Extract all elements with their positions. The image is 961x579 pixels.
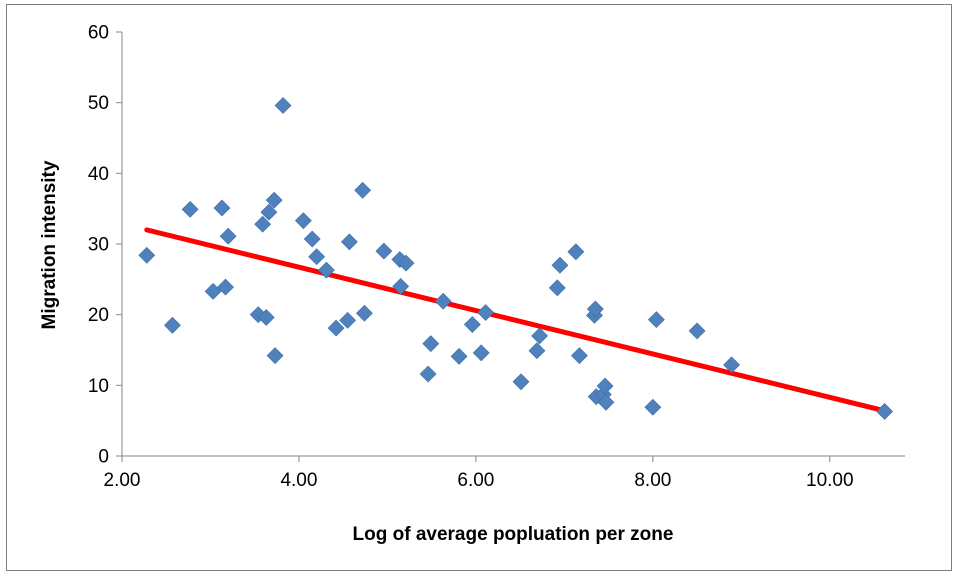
x-tick-label: 4.00: [280, 470, 317, 491]
data-point: [528, 342, 546, 360]
data-point: [204, 282, 222, 300]
data-point: [317, 261, 335, 279]
data-point: [164, 316, 181, 334]
y-tick-label: 40: [88, 164, 109, 185]
data-point: [260, 203, 278, 221]
x-tick-label: 10.00: [806, 470, 854, 491]
data-point: [876, 403, 894, 420]
x-tick-label: 6.00: [457, 470, 494, 491]
data-point: [434, 292, 452, 310]
data-point: [254, 215, 272, 233]
data-points: [138, 97, 894, 420]
data-point: [723, 356, 741, 374]
data-point: [567, 243, 585, 261]
y-tick-label: 10: [88, 376, 109, 397]
data-point: [274, 97, 292, 114]
data-point: [340, 233, 358, 251]
y-tick-label: 60: [88, 23, 109, 44]
chart-frame: [6, 4, 952, 571]
data-point: [354, 181, 372, 199]
data-point: [647, 311, 665, 329]
trendline: [144, 227, 888, 414]
data-point: [213, 199, 231, 217]
x-tick-label: 2.00: [104, 470, 141, 491]
data-point: [512, 373, 530, 391]
data-point: [450, 347, 468, 365]
data-point: [219, 227, 237, 245]
data-point: [257, 309, 275, 326]
data-point: [688, 322, 706, 340]
data-point: [597, 393, 615, 411]
data-point: [548, 279, 566, 297]
trendline-group: [144, 227, 888, 414]
y-axis-title: Migration intensity: [39, 160, 60, 329]
data-point: [138, 246, 156, 264]
data-point: [551, 256, 569, 274]
data-point: [419, 365, 437, 383]
x-axis-ticks: 2.00 4.00 6.00 8.00 10.00: [104, 456, 854, 491]
y-tick-label: 20: [88, 305, 109, 326]
data-point: [570, 347, 588, 365]
data-point: [586, 300, 604, 318]
data-point: [422, 335, 440, 353]
data-point: [327, 319, 345, 337]
data-point: [477, 304, 495, 321]
data-point: [392, 277, 410, 295]
data-point: [265, 191, 283, 209]
x-axis-title: Log of average popluation per zone: [353, 524, 674, 545]
x-tick-label: 8.00: [634, 470, 671, 491]
y-tick-label: 30: [88, 235, 109, 256]
data-point: [531, 327, 549, 345]
data-point: [339, 311, 357, 329]
data-point: [303, 230, 321, 248]
data-point: [181, 200, 199, 218]
data-point: [375, 242, 393, 260]
y-axis-ticks: 0 10 20 30 40 50 60: [88, 23, 122, 468]
data-point: [644, 398, 662, 416]
data-point: [294, 212, 312, 230]
data-point: [217, 278, 234, 296]
data-point: [266, 347, 284, 365]
data-point: [472, 344, 490, 362]
data-point: [596, 377, 614, 395]
data-point: [463, 316, 481, 333]
data-point: [308, 248, 326, 266]
data-point: [397, 254, 415, 272]
y-tick-label: 50: [88, 93, 109, 114]
axes: [121, 32, 905, 457]
y-tick-label: 0: [98, 447, 109, 468]
data-point: [355, 304, 373, 322]
